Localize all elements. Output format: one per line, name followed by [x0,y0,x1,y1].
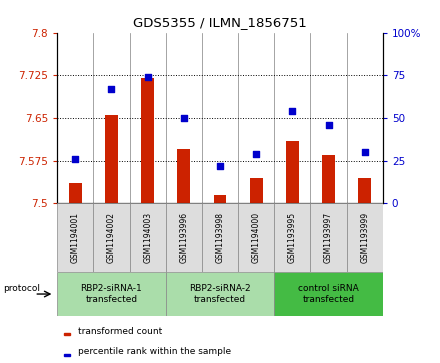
Bar [322,155,335,203]
FancyBboxPatch shape [347,203,383,272]
FancyBboxPatch shape [166,203,202,272]
Text: GSM1194001: GSM1194001 [71,212,80,263]
FancyBboxPatch shape [274,203,311,272]
Text: protocol: protocol [3,284,40,293]
Bar [359,178,371,203]
Point [216,163,224,169]
Text: GSM1193996: GSM1193996 [180,212,188,263]
Point [253,151,260,157]
Bar [177,149,190,203]
Text: RBP2-siRNA-1
transfected: RBP2-siRNA-1 transfected [81,284,143,304]
FancyBboxPatch shape [129,203,166,272]
FancyBboxPatch shape [93,203,129,272]
Point [180,115,187,121]
Point [108,86,115,92]
Text: RBP2-siRNA-2
transfected: RBP2-siRNA-2 transfected [189,284,251,304]
FancyBboxPatch shape [311,203,347,272]
FancyBboxPatch shape [238,203,274,272]
Text: transformed count: transformed count [78,327,163,335]
Point [72,156,79,162]
FancyBboxPatch shape [166,272,274,316]
Text: GSM1194000: GSM1194000 [252,212,260,263]
FancyBboxPatch shape [57,272,166,316]
Bar [64,354,70,356]
FancyBboxPatch shape [57,203,93,272]
Point [289,108,296,114]
Text: GSM1194003: GSM1194003 [143,212,152,263]
Text: GSM1193998: GSM1193998 [216,212,224,263]
Bar [105,115,118,203]
Text: GSM1193995: GSM1193995 [288,212,297,263]
Bar [141,78,154,203]
Text: GSM1193997: GSM1193997 [324,212,333,263]
Text: GSM1194002: GSM1194002 [107,212,116,263]
FancyBboxPatch shape [274,272,383,316]
Point [144,74,151,80]
Text: percentile rank within the sample: percentile rank within the sample [78,347,231,356]
Bar [64,333,70,335]
Point [361,149,368,155]
FancyBboxPatch shape [202,203,238,272]
Point [325,122,332,128]
Title: GDS5355 / ILMN_1856751: GDS5355 / ILMN_1856751 [133,16,307,29]
Bar [250,178,263,203]
Text: GSM1193999: GSM1193999 [360,212,369,263]
Bar [69,183,82,203]
Bar [286,141,299,203]
Text: control siRNA
transfected: control siRNA transfected [298,284,359,304]
Bar [214,195,226,203]
